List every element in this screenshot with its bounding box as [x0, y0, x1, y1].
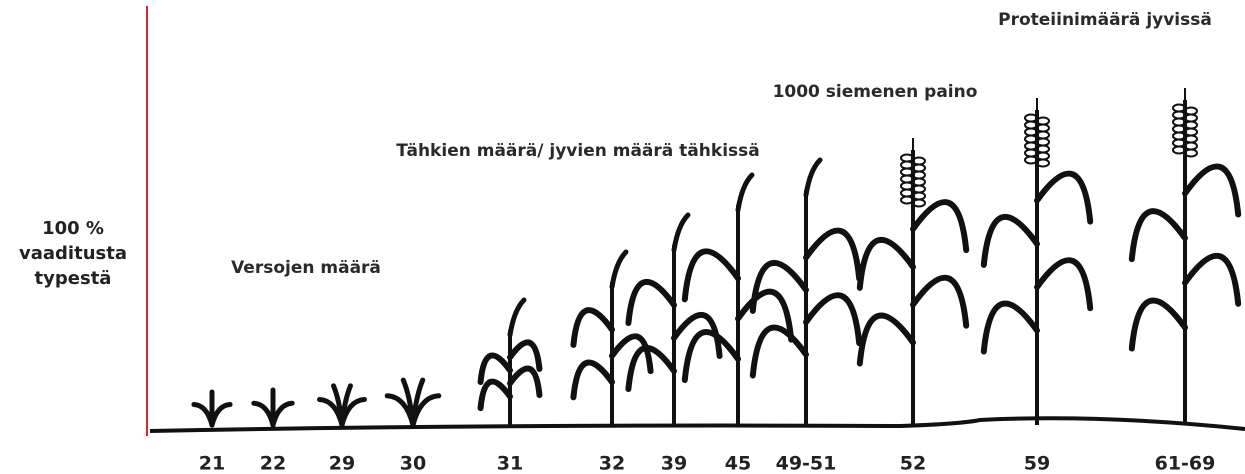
leaf — [209, 401, 233, 428]
annotation: 1000 siemenen paino — [773, 82, 978, 102]
stage-label: 49-51 — [776, 453, 837, 474]
leaf — [735, 288, 795, 343]
leaf — [803, 157, 823, 198]
axis-label: vaaditusta — [19, 243, 127, 264]
leaf — [609, 333, 654, 375]
leaf — [507, 339, 543, 372]
stage-label: 29 — [329, 453, 355, 474]
annotation: Tähkien määrä/ jyvien määrä tähkissä — [396, 141, 759, 161]
grain — [912, 198, 926, 208]
leaf — [1182, 163, 1242, 218]
stage-label: 32 — [599, 453, 625, 474]
grain — [1024, 155, 1038, 165]
leaf — [980, 213, 1040, 268]
stage-label: 45 — [725, 453, 751, 474]
leaf — [856, 312, 916, 367]
leaf — [910, 274, 970, 329]
leaf — [681, 248, 741, 303]
leaf — [251, 400, 276, 428]
stage-label: 31 — [497, 453, 523, 474]
grain — [900, 195, 914, 205]
leaf — [609, 249, 629, 290]
leaf — [477, 352, 513, 385]
stage-label: 39 — [661, 453, 687, 474]
stage-label: 61-69 — [1155, 453, 1216, 474]
stage-label: 52 — [900, 453, 926, 474]
leaf — [749, 259, 809, 314]
leaf — [803, 227, 863, 282]
leaf — [1034, 257, 1094, 312]
leaf — [477, 378, 513, 412]
leaf — [1034, 170, 1094, 225]
leaf — [1128, 208, 1188, 263]
plants — [191, 88, 1242, 428]
annotation: Versojen määrä — [231, 258, 381, 278]
leaf — [625, 344, 677, 392]
annotation: Proteiinimäärä jyvissä — [998, 10, 1212, 30]
leaf — [735, 172, 755, 213]
axis-label: typestä — [35, 268, 112, 289]
leaf — [270, 400, 295, 428]
leaf — [625, 278, 677, 326]
grain — [1036, 158, 1050, 168]
leaf — [191, 401, 215, 428]
leaf — [910, 199, 970, 254]
leaf — [671, 212, 691, 253]
leaf — [803, 292, 863, 347]
ground — [149, 416, 1245, 433]
leaf — [339, 397, 367, 428]
leaf — [507, 297, 527, 338]
leaf — [410, 393, 442, 428]
stage-label: 21 — [199, 453, 225, 474]
grain — [1172, 145, 1186, 155]
stage-label: 59 — [1024, 453, 1050, 474]
leaf — [507, 365, 543, 399]
leaf — [681, 329, 741, 383]
stage-label: 30 — [400, 453, 426, 474]
leaf — [1182, 252, 1242, 307]
leaf — [671, 311, 723, 359]
leaf — [570, 307, 615, 348]
grain — [1184, 148, 1198, 158]
leaf — [1128, 297, 1188, 352]
axis-label: 100 % — [42, 218, 104, 239]
leaf — [749, 324, 809, 379]
leaf — [570, 359, 615, 401]
leaf — [856, 236, 916, 291]
leaf — [980, 300, 1040, 355]
stage-label: 22 — [260, 453, 286, 474]
